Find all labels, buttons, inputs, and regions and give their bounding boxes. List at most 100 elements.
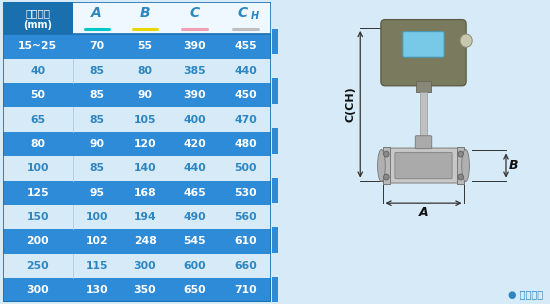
Bar — [272, 178, 278, 203]
Text: 85: 85 — [89, 163, 104, 173]
Text: 125: 125 — [26, 188, 49, 198]
Bar — [383, 147, 390, 184]
Bar — [220, 2, 271, 34]
Text: 200: 200 — [26, 237, 49, 247]
Bar — [3, 156, 271, 181]
Circle shape — [458, 174, 463, 180]
Ellipse shape — [461, 150, 470, 181]
Text: 248: 248 — [134, 237, 156, 247]
Bar — [73, 2, 121, 34]
Text: 115: 115 — [85, 261, 108, 271]
Text: (mm): (mm) — [23, 20, 52, 30]
Text: B: B — [509, 159, 519, 172]
Text: 420: 420 — [183, 139, 206, 149]
Text: 600: 600 — [183, 261, 206, 271]
Text: A: A — [91, 6, 102, 20]
Text: 85: 85 — [89, 66, 104, 76]
FancyBboxPatch shape — [403, 32, 444, 57]
Text: 仪表口径: 仪表口径 — [25, 8, 50, 18]
Text: 300: 300 — [26, 285, 49, 295]
Bar — [3, 107, 271, 132]
Text: 440: 440 — [234, 66, 257, 76]
Bar — [272, 128, 278, 154]
Bar — [3, 181, 271, 205]
Text: 95: 95 — [89, 188, 104, 198]
Circle shape — [384, 174, 389, 180]
Text: 440: 440 — [183, 163, 206, 173]
Bar — [3, 254, 271, 278]
Text: 650: 650 — [183, 285, 206, 295]
Text: 660: 660 — [234, 261, 257, 271]
Text: 455: 455 — [234, 41, 257, 51]
Bar — [169, 2, 220, 34]
Text: 130: 130 — [85, 285, 108, 295]
Text: 470: 470 — [234, 115, 257, 125]
Text: C: C — [238, 6, 248, 20]
Text: 85: 85 — [89, 115, 104, 125]
Text: C(CH): C(CH) — [345, 86, 356, 122]
Text: 465: 465 — [183, 188, 206, 198]
Text: 500: 500 — [234, 163, 257, 173]
Text: 100: 100 — [85, 212, 108, 222]
Text: 90: 90 — [138, 90, 152, 100]
FancyBboxPatch shape — [395, 152, 452, 179]
Text: 105: 105 — [134, 115, 156, 125]
Circle shape — [458, 151, 463, 157]
Text: B: B — [140, 6, 150, 20]
Ellipse shape — [377, 150, 386, 181]
Text: 350: 350 — [134, 285, 156, 295]
Text: 450: 450 — [234, 90, 257, 100]
Text: 545: 545 — [183, 237, 206, 247]
Text: H: H — [251, 11, 259, 21]
Circle shape — [460, 34, 472, 47]
FancyBboxPatch shape — [381, 19, 466, 86]
FancyBboxPatch shape — [387, 148, 460, 183]
FancyBboxPatch shape — [415, 136, 432, 149]
Text: 15~25: 15~25 — [18, 41, 57, 51]
Text: 490: 490 — [183, 212, 206, 222]
Text: C: C — [190, 6, 200, 20]
Text: 100: 100 — [26, 163, 49, 173]
Bar — [3, 34, 271, 58]
Bar — [272, 227, 278, 253]
Text: 194: 194 — [134, 212, 156, 222]
Bar — [272, 78, 278, 104]
Text: 610: 610 — [234, 237, 257, 247]
Bar — [3, 229, 271, 254]
Bar — [420, 92, 427, 137]
Text: 530: 530 — [234, 188, 257, 198]
Bar — [416, 81, 431, 92]
Bar — [3, 132, 271, 156]
Text: 70: 70 — [89, 41, 104, 51]
Text: 168: 168 — [134, 188, 156, 198]
Text: 40: 40 — [30, 66, 45, 76]
Circle shape — [384, 151, 389, 157]
Bar — [272, 277, 278, 302]
Text: 120: 120 — [134, 139, 156, 149]
Text: 480: 480 — [234, 139, 257, 149]
Bar — [3, 83, 271, 107]
Text: 300: 300 — [134, 261, 156, 271]
Text: A: A — [419, 206, 428, 219]
Text: 55: 55 — [138, 41, 152, 51]
Text: 85: 85 — [89, 90, 104, 100]
Text: 400: 400 — [183, 115, 206, 125]
Bar — [3, 278, 271, 302]
Text: 390: 390 — [183, 41, 206, 51]
Bar — [272, 29, 278, 54]
Text: 90: 90 — [89, 139, 104, 149]
Text: 150: 150 — [26, 212, 49, 222]
Text: 50: 50 — [30, 90, 45, 100]
Text: 390: 390 — [183, 90, 206, 100]
Bar — [121, 2, 169, 34]
Text: 710: 710 — [234, 285, 257, 295]
Text: 80: 80 — [138, 66, 152, 76]
Bar — [3, 2, 73, 34]
Text: 140: 140 — [134, 163, 156, 173]
Text: 80: 80 — [30, 139, 45, 149]
Ellipse shape — [385, 20, 462, 51]
Bar — [3, 205, 271, 229]
Text: ● 常规仪表: ● 常规仪表 — [508, 289, 543, 299]
Text: 250: 250 — [26, 261, 49, 271]
Bar — [3, 58, 271, 83]
